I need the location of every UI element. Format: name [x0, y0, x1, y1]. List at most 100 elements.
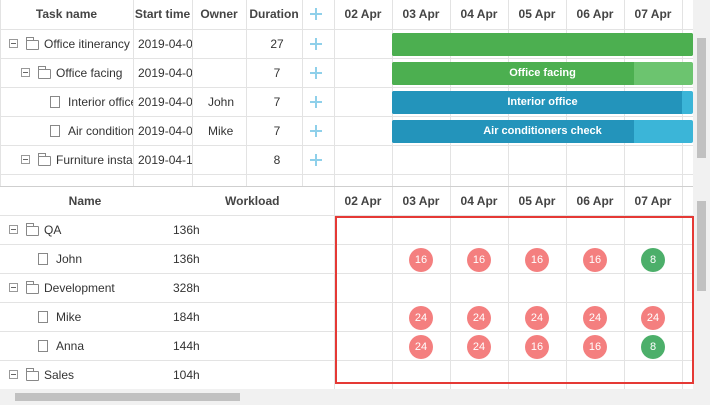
tree-toggle[interactable]: [9, 225, 18, 234]
file-icon: [50, 125, 60, 137]
task-name[interactable]: Office facing: [56, 66, 123, 80]
start-time: 2019-04-03: [138, 124, 192, 138]
add-task-button[interactable]: [310, 8, 322, 20]
column-divider: [246, 0, 247, 187]
resource-name[interactable]: Sales: [44, 368, 75, 382]
date-header: 04 Apr: [460, 7, 498, 21]
file-icon: [50, 96, 60, 108]
date-divider: [508, 187, 509, 389]
date-header: 05 Apr: [518, 7, 556, 21]
load-badge: 24: [467, 335, 491, 359]
task-panel: Task name Start time Owner Duration 02 Apr 03…: [0, 0, 693, 187]
date-header: 07 Apr: [634, 7, 672, 21]
resource-name[interactable]: John: [56, 252, 83, 266]
date-header: 03 Apr: [402, 194, 440, 208]
task-bar[interactable]: [392, 33, 693, 56]
date-divider: [392, 187, 393, 389]
row-divider: [0, 331, 693, 332]
date-divider: [682, 187, 683, 389]
task-name[interactable]: Interior office: [68, 95, 133, 109]
duration: 27: [270, 37, 284, 51]
load-badge: 8: [641, 248, 665, 272]
add-subtask-button[interactable]: [310, 154, 322, 166]
row-divider: [0, 174, 693, 175]
task-name[interactable]: Furniture installation: [56, 153, 133, 167]
workload: 328h: [173, 281, 200, 295]
load-badge: 16: [583, 335, 607, 359]
row-divider: [0, 87, 693, 88]
owner: Mike: [208, 124, 234, 138]
task-bar[interactable]: Interior office: [392, 91, 693, 114]
folder-icon: [26, 281, 39, 294]
workload: 136h: [173, 252, 200, 266]
column-header[interactable]: Owner: [200, 7, 238, 21]
add-subtask-button[interactable]: [310, 38, 322, 50]
workload: 184h: [173, 310, 200, 324]
resource-name[interactable]: Mike: [56, 310, 82, 324]
date-divider: [566, 187, 567, 389]
column-divider: [133, 0, 134, 187]
scroll-thumb[interactable]: [697, 38, 706, 158]
add-subtask-button[interactable]: [310, 96, 322, 108]
load-badge: 8: [641, 335, 665, 359]
load-badge: 16: [467, 248, 491, 272]
scroll-thumb[interactable]: [15, 393, 240, 401]
column-header[interactable]: Workload: [225, 194, 280, 208]
start-time: 2019-04-03: [138, 95, 192, 109]
folder-icon: [38, 66, 51, 79]
column-header[interactable]: Task name: [35, 7, 98, 21]
load-badge: 24: [583, 306, 607, 330]
tree-toggle[interactable]: [9, 39, 18, 48]
add-subtask-button[interactable]: [310, 125, 322, 137]
column-divider: [0, 0, 1, 187]
bar-progress: [392, 120, 634, 143]
column-header[interactable]: Name: [68, 194, 102, 208]
task-bar[interactable]: Air conditioners check: [392, 120, 693, 143]
start-time: 2019-04-03: [138, 66, 192, 80]
bar-label: Interior office: [507, 96, 578, 108]
tree-toggle[interactable]: [9, 283, 18, 292]
resource-name[interactable]: Anna: [56, 339, 85, 353]
horizontal-scrollbar[interactable]: [0, 389, 710, 405]
column-divider: [302, 0, 303, 187]
task-name[interactable]: Air conditioners check: [68, 124, 133, 138]
load-badge: 24: [467, 306, 491, 330]
workload: 144h: [173, 339, 200, 353]
load-badge: 24: [641, 306, 665, 330]
folder-icon: [38, 153, 51, 166]
bar-progress: [392, 62, 634, 85]
date-divider: [450, 187, 451, 389]
header-divider: [0, 29, 693, 30]
scroll-thumb[interactable]: [697, 201, 706, 291]
task-bar[interactable]: Office facing: [392, 62, 693, 85]
date-header: 05 Apr: [518, 194, 556, 208]
folder-icon: [26, 37, 39, 50]
header-divider: [0, 215, 693, 216]
load-badge: 24: [409, 306, 433, 330]
row-divider: [0, 302, 693, 303]
column-header[interactable]: Duration: [249, 7, 299, 21]
date-header: 04 Apr: [460, 194, 498, 208]
folder-icon: [26, 223, 39, 236]
vertical-scrollbar[interactable]: [693, 0, 710, 187]
resource-name[interactable]: Development: [44, 281, 115, 295]
tree-toggle[interactable]: [9, 370, 18, 379]
load-badge: 16: [409, 248, 433, 272]
workload: 136h: [173, 223, 200, 237]
row-divider: [0, 116, 693, 117]
folder-icon: [26, 368, 39, 381]
resource-name[interactable]: QA: [44, 223, 62, 237]
tree-toggle[interactable]: [21, 155, 30, 164]
load-badge: 16: [525, 248, 549, 272]
duration: 7: [273, 124, 281, 138]
column-header[interactable]: Start time: [134, 7, 191, 21]
task-name[interactable]: Office itinerancy: [44, 37, 130, 51]
start-time: 2019-04-03: [138, 37, 192, 51]
tree-toggle[interactable]: [21, 68, 30, 77]
owner: John: [208, 95, 235, 109]
date-header: 02 Apr: [344, 194, 382, 208]
add-subtask-button[interactable]: [310, 67, 322, 79]
row-divider: [0, 58, 693, 59]
row-divider: [0, 244, 693, 245]
vertical-scrollbar[interactable]: [693, 187, 710, 389]
